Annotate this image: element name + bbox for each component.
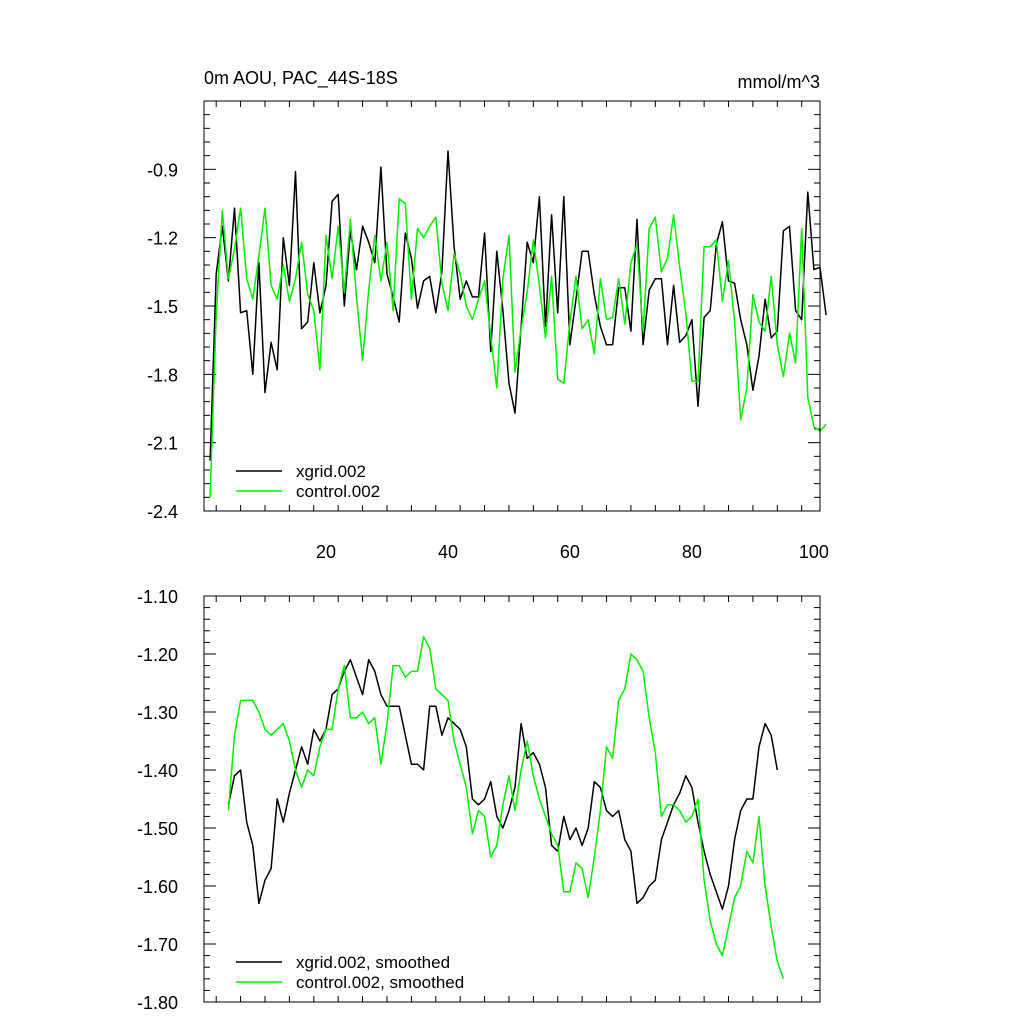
legend-label-xgrid: xgrid.002 xyxy=(296,462,366,481)
bottom-series-line-control xyxy=(227,635,785,980)
top-xtick-label: 100 xyxy=(799,542,829,562)
top-panel: 0m AOU, PAC_44S-18S mmol/m^3 -2.4 -2.1 -1.… xyxy=(147,68,829,562)
top-xtick-label: 80 xyxy=(682,542,702,562)
top-panel-units: mmol/m^3 xyxy=(738,72,820,92)
bottom-panel: -1.80 -1.70 -1.60 -1.50 -1.40 -1.30 -1.20 -1.10… xyxy=(137,587,821,1013)
bottom-ytick-label: -1.80 xyxy=(137,993,178,1013)
top-panel-ticks: -2.4 -2.1 -1.8 -1.5 -1.2 -0.9 20 40 60 80 100 xyxy=(147,100,829,562)
bottom-panel-series xyxy=(227,635,785,980)
bottom-ytick-label: -1.70 xyxy=(137,935,178,955)
bottom-series-line-xgrid xyxy=(227,659,779,910)
bottom-panel-frame xyxy=(203,595,821,1003)
bottom-ytick-label: -1.40 xyxy=(137,761,178,781)
legend-label-xgrid-smoothed: xgrid.002, smoothed xyxy=(296,953,450,972)
bottom-panel-ticks: -1.80 -1.70 -1.60 -1.50 -1.40 -1.30 -1.20 -1.10 xyxy=(137,587,820,1013)
top-xtick-label: 40 xyxy=(438,542,458,562)
top-ytick-label: -1.5 xyxy=(147,297,178,317)
top-panel-series xyxy=(209,150,827,498)
bottom-panel-legend: xgrid.002, smoothed control.002, smoothe… xyxy=(236,953,464,992)
bottom-ytick-label: -1.20 xyxy=(137,645,178,665)
top-xtick-label: 60 xyxy=(560,542,580,562)
top-series-line-xgrid xyxy=(209,150,827,461)
top-ytick-label: -2.4 xyxy=(147,502,178,522)
bottom-ytick-label: -1.50 xyxy=(137,819,178,839)
top-panel-legend: xgrid.002 control.002 xyxy=(236,462,380,501)
top-ytick-label: -0.9 xyxy=(147,160,178,180)
bottom-ytick-label: -1.30 xyxy=(137,703,178,723)
top-panel-title: 0m AOU, PAC_44S-18S xyxy=(204,68,398,89)
legend-label-control: control.002 xyxy=(296,482,380,501)
bottom-ytick-label: -1.10 xyxy=(137,587,178,607)
legend-label-control-smoothed: control.002, smoothed xyxy=(296,973,464,992)
top-ytick-label: -1.2 xyxy=(147,229,178,249)
top-ytick-label: -2.1 xyxy=(147,434,178,454)
bottom-ytick-label: -1.60 xyxy=(137,877,178,897)
top-ytick-label: -1.8 xyxy=(147,365,178,385)
top-xtick-label: 20 xyxy=(316,542,336,562)
top-series-line-control xyxy=(209,198,827,498)
top-panel-frame xyxy=(203,100,821,512)
